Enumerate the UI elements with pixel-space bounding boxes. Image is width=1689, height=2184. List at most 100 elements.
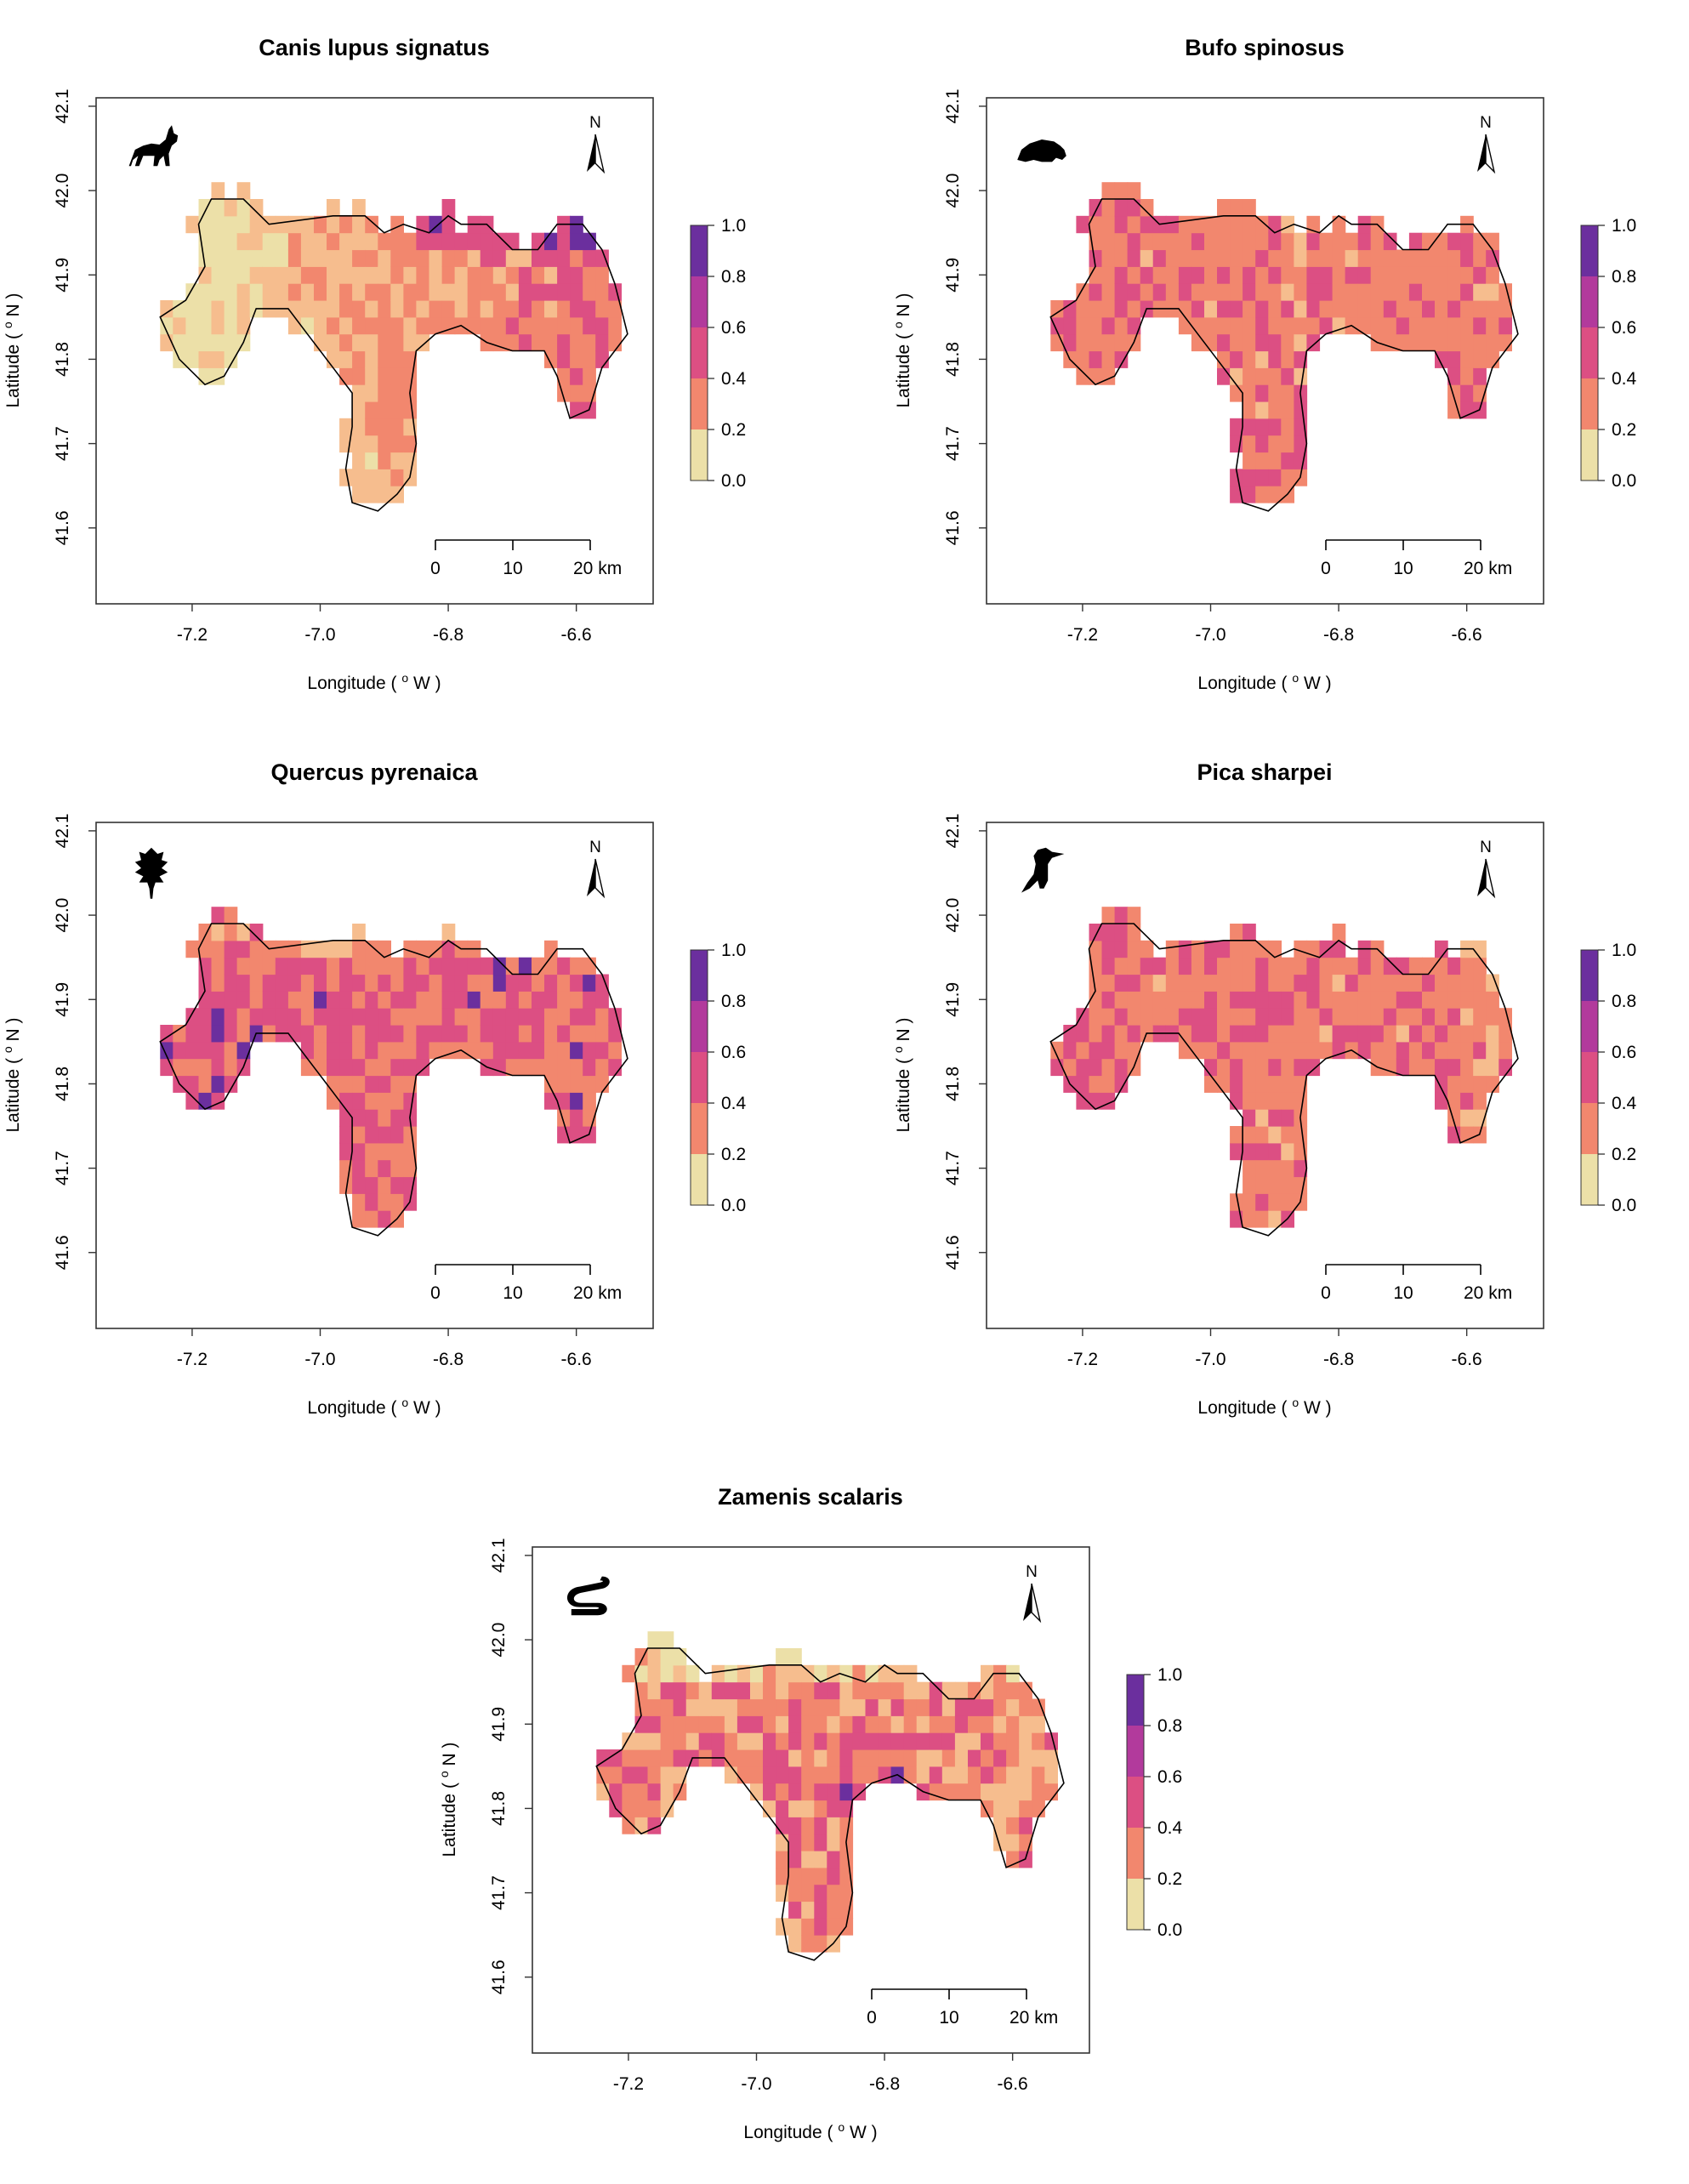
raster-cell (1217, 940, 1231, 958)
raster-cell (390, 266, 404, 284)
raster-cell (570, 1025, 583, 1043)
raster-cell (1255, 974, 1269, 992)
raster-cell (352, 1210, 366, 1228)
raster-cell (1101, 1041, 1116, 1060)
raster-cell (1319, 1025, 1334, 1043)
raster-cell (1191, 974, 1205, 992)
raster-cell (198, 1058, 213, 1077)
raster-cell (262, 957, 276, 975)
raster-cell (327, 215, 340, 234)
raster-cell (505, 957, 520, 975)
raster-cell (1408, 316, 1423, 335)
raster-cell (492, 266, 507, 284)
raster-cell (1127, 182, 1141, 200)
raster-cell (878, 1681, 892, 1700)
raster-cell (776, 1800, 789, 1817)
raster-cell (1178, 974, 1192, 992)
raster-cell (1230, 974, 1243, 992)
legend-label: 0.8 (721, 992, 746, 1011)
raster-cell (1243, 486, 1256, 503)
raster-cell (839, 1732, 854, 1750)
raster-cell (1473, 266, 1487, 284)
raster-cell (198, 1041, 213, 1060)
raster-cell (1230, 333, 1243, 352)
raster-cell (1076, 300, 1090, 318)
raster-cell (339, 1041, 353, 1060)
raster-cell (365, 418, 378, 436)
raster-cell (1370, 300, 1385, 318)
raster-cell (441, 924, 456, 941)
y-tick-label: 41.6 (489, 1959, 509, 1994)
raster-cell (1396, 249, 1410, 267)
raster-cell (403, 333, 418, 352)
raster-cell (814, 1664, 827, 1683)
x-tick-label: -6.8 (1323, 1350, 1354, 1369)
raster-cell (505, 974, 520, 992)
raster-cell (685, 1715, 700, 1733)
raster-cell (1114, 199, 1129, 217)
raster-cell (1435, 1041, 1448, 1060)
raster-cell (236, 232, 251, 251)
raster-cell (1422, 1058, 1436, 1077)
legend-swatch (1581, 327, 1598, 379)
raster-cell (852, 1766, 867, 1784)
raster-cell (788, 1817, 802, 1834)
raster-cell (763, 1749, 776, 1767)
raster-cell (1165, 215, 1180, 234)
raster-cell (1217, 957, 1231, 975)
raster-cell (839, 1715, 854, 1733)
raster-cell (1319, 249, 1334, 267)
raster-cell (352, 300, 366, 318)
scale-bar-label: 10 (503, 559, 522, 578)
raster-cell (492, 974, 507, 992)
raster-cell (1408, 283, 1423, 301)
raster-cell (1114, 1058, 1129, 1077)
map-svg: Canis lupus signatus-7.2 -7.0 -6.8 -6.641.6… (1, 35, 747, 693)
raster-cell (583, 367, 596, 385)
raster-cell (1089, 1008, 1103, 1026)
legend-label: 0.2 (721, 1145, 746, 1164)
raster-cell (1408, 1041, 1423, 1060)
raster-cell (1281, 316, 1294, 335)
raster-cell (352, 991, 366, 1009)
raster-cell (595, 249, 609, 267)
raster-cell (1217, 974, 1231, 992)
raster-cell (1191, 266, 1205, 284)
raster-cell (378, 249, 391, 267)
raster-cell (1044, 1749, 1058, 1767)
raster-cell (403, 435, 418, 453)
raster-cell (429, 232, 443, 251)
legend-swatch (1581, 1052, 1598, 1104)
raster-cell (1281, 232, 1294, 251)
raster-cell (1019, 1766, 1032, 1784)
raster-cell (1370, 232, 1385, 251)
raster-cell (211, 266, 225, 284)
raster-cell (750, 1715, 764, 1733)
color-legend: 1.00.80.60.40.20.0 (690, 216, 747, 491)
raster-cell (492, 1041, 507, 1060)
raster-cell (1255, 215, 1269, 234)
raster-cell (1243, 1193, 1256, 1211)
oak-leaf-icon (134, 847, 168, 899)
raster-cell (1243, 401, 1256, 419)
region-boundary (159, 923, 628, 1237)
raster-cell (1230, 469, 1243, 486)
raster-cell (1255, 1210, 1269, 1228)
x-axis-label: Longitude ( o W ) (1197, 671, 1331, 693)
raster-cell (1140, 1008, 1154, 1026)
raster-cell (429, 300, 443, 318)
raster-cell (160, 316, 173, 335)
raster-cell (505, 283, 520, 301)
raster-cell (532, 974, 545, 992)
raster-cell (1396, 1041, 1410, 1060)
raster-cell (1165, 249, 1180, 267)
raster-cell (941, 1681, 956, 1700)
x-tick-label: -7.0 (741, 2074, 771, 2094)
raster-cell (1255, 418, 1269, 436)
raster-cell (660, 1749, 674, 1767)
raster-cell (827, 1901, 840, 1919)
raster-cell (583, 1008, 596, 1026)
raster-cell (300, 249, 315, 267)
raster-cell (185, 300, 200, 318)
raster-cell (941, 1766, 956, 1784)
